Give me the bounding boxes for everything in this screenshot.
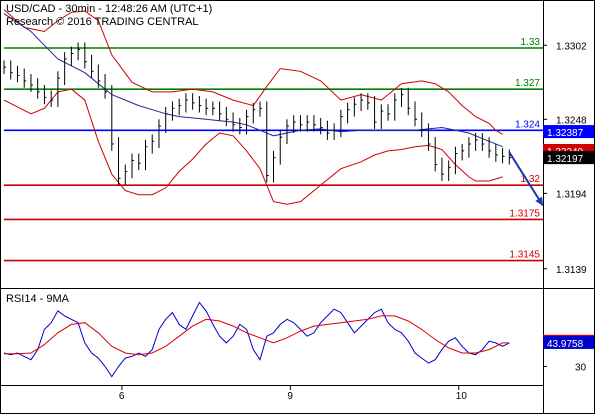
chart-title: USD/CAD - 30min - 12:48:26 AM (UTC+1)	[6, 3, 213, 15]
level-label-support: 1.3175	[509, 208, 540, 219]
level-label-pivot: 1.324	[515, 119, 540, 130]
series-bollinger-upper	[3, 9, 503, 135]
rsi-series-rsi	[3, 301, 510, 378]
rsi-panel-label: RSI14 - 9MA	[6, 293, 69, 305]
time-tick-label: 10	[456, 391, 468, 402]
chart-copyright: Research © 2016 TRADING CENTRAL	[6, 16, 199, 28]
rsi-tag-rsi	[543, 335, 594, 349]
price-tick-label: 1.3248	[556, 115, 587, 126]
price-tick-label: 1.3302	[556, 41, 587, 52]
level-label-support: 1.32	[521, 174, 541, 185]
series-bollinger-lower	[3, 88, 503, 205]
level-label-resistance: 1.33	[521, 37, 541, 48]
rsi-tag-label-rsi: 43.9758	[547, 339, 584, 350]
level-label-support: 1.3145	[509, 250, 540, 261]
level-label-resistance: 1.327	[515, 78, 540, 89]
price-tag-label-current: 1.32197	[547, 154, 584, 165]
price-tag-pivot	[543, 125, 594, 139]
rsi-tick-label: 30	[575, 362, 587, 373]
series-moving-average	[3, 13, 503, 148]
forecast-arrow-head	[535, 196, 543, 206]
time-tick-label: 9	[287, 391, 293, 402]
rsi-series-ma	[4, 315, 510, 356]
price-tick-label: 1.3139	[556, 265, 587, 276]
time-tick-label: 6	[119, 391, 125, 402]
price-tag-label-pivot: 1.32387	[547, 128, 584, 139]
price-tag-current	[543, 151, 594, 165]
price-tick-label: 1.3194	[556, 189, 587, 200]
forecast-arrow-shaft	[508, 151, 544, 207]
